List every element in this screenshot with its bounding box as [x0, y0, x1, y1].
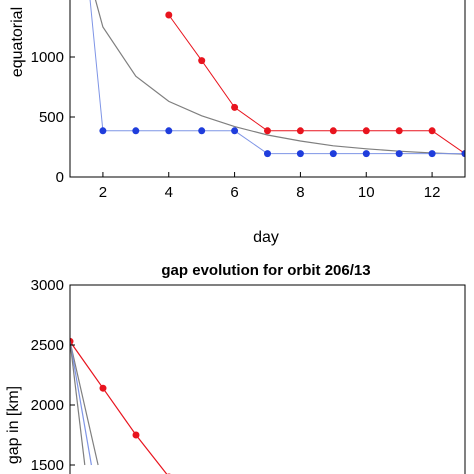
top-series-2-point: [296, 150, 304, 158]
top-series-0-point: [296, 127, 304, 135]
top-series-2-point: [264, 150, 271, 158]
top-series-0-point: [362, 127, 370, 135]
top-plot-area: [70, 0, 465, 177]
bottom-y-tick-label: 3000: [31, 277, 64, 294]
bottom-series-0-line: [70, 341, 168, 474]
top-series-2-point: [395, 150, 403, 158]
top-x-tick-label: 2: [99, 184, 107, 201]
bottom-y-tick-label: 2500: [31, 337, 64, 354]
top-axes-frame: [69, 0, 466, 178]
top-series-0-point: [395, 127, 403, 135]
bottom-series-group: [70, 337, 171, 474]
top-series-0-point: [329, 127, 337, 135]
top-y-tick-label: 500: [39, 109, 64, 126]
top-series-2-point: [231, 127, 239, 135]
top-series-0-line: [168, 14, 465, 155]
bottom-y-axis-label: gap in [km]: [5, 386, 22, 464]
top-series-2-point: [132, 127, 140, 135]
top-x-tick-label: 12: [424, 184, 441, 201]
top-series-0-point: [165, 11, 173, 19]
bottom-axes-frame: [69, 284, 466, 474]
top-series-2-point: [362, 150, 370, 158]
top-chart: 2 4 6 8 10 12 0 500 1000 day equatorial: [9, 0, 466, 246]
top-tick-group: 2 4 6 8 10 12 0 500 1000: [31, 49, 441, 201]
top-series-2-point: [461, 150, 465, 158]
top-y-axis-label: equatorial: [9, 7, 26, 77]
top-series-2-point: [165, 127, 173, 135]
top-y-tick-label: 1000: [31, 49, 64, 66]
bottom-series-3-line: [70, 341, 86, 466]
top-series-2-point: [329, 150, 337, 158]
top-series-0-point: [264, 127, 271, 135]
top-series-0-point: [231, 103, 239, 111]
bottom-plot-area: [70, 285, 465, 474]
bottom-chart-title: gap evolution for orbit 206/13: [161, 262, 370, 279]
bottom-tick-group: 1500 2000 2500 3000: [31, 277, 75, 474]
top-x-axis-label: day: [253, 229, 279, 246]
top-series-2-point: [99, 127, 107, 135]
top-series-0-point: [428, 127, 436, 135]
bottom-series-1-line: [70, 341, 99, 466]
top-series-0-point: [198, 57, 206, 65]
top-x-tick-label: 4: [165, 184, 173, 201]
bottom-y-tick-label: 2000: [31, 397, 64, 414]
top-x-tick-label: 8: [296, 184, 304, 201]
top-y-tick-label: 0: [56, 169, 64, 186]
bottom-y-tick-label: 1500: [31, 457, 64, 474]
top-series-2-point: [428, 150, 436, 158]
bottom-series-2-line: [70, 341, 92, 466]
bottom-series-0-point: [99, 384, 107, 392]
top-series-group: [89, 0, 465, 158]
top-x-tick-label: 6: [230, 184, 238, 201]
bottom-series-0-point: [132, 431, 140, 439]
top-series-2-point: [198, 127, 206, 135]
top-x-tick-label: 10: [358, 184, 375, 201]
bottom-chart: gap evolution for orbit 206/13 1500 2000 2…: [5, 262, 466, 474]
